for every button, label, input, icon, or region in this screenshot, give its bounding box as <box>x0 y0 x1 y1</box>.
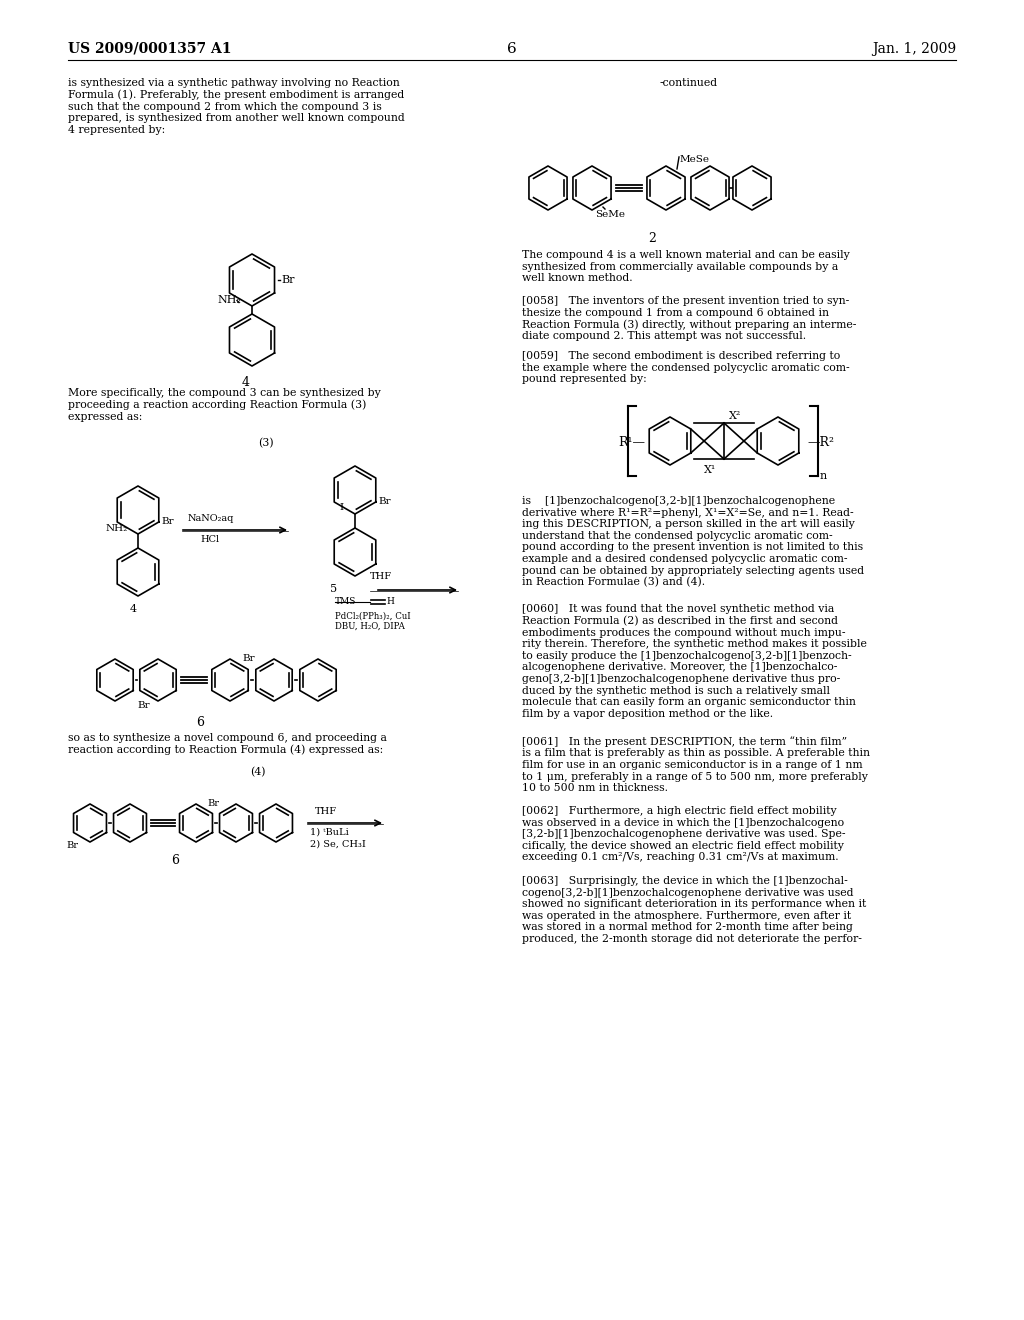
Text: [0061]   In the present DESCRIPTION, the term “thin film”
is a film that is pref: [0061] In the present DESCRIPTION, the t… <box>522 737 870 793</box>
Text: Br: Br <box>137 701 151 710</box>
Text: Br: Br <box>243 653 255 663</box>
Text: is synthesized via a synthetic pathway involving no Reaction
Formula (1). Prefer: is synthesized via a synthetic pathway i… <box>68 78 404 135</box>
Text: Br: Br <box>379 498 391 506</box>
Text: 4: 4 <box>130 605 137 614</box>
Text: n: n <box>820 471 827 480</box>
Text: The compound 4 is a well known material and can be easily
synthesized from comme: The compound 4 is a well known material … <box>522 249 850 284</box>
Text: NH₂: NH₂ <box>217 294 241 305</box>
Text: 6: 6 <box>507 42 517 55</box>
Text: (4): (4) <box>250 767 265 777</box>
Text: 6: 6 <box>171 854 179 867</box>
Text: 2) Se, CH₃I: 2) Se, CH₃I <box>310 840 366 849</box>
Text: [0063]   Surprisingly, the device in which the [1]benzochal-
cogeno[3,2-b][1]ben: [0063] Surprisingly, the device in which… <box>522 876 866 944</box>
Text: THF: THF <box>315 807 337 816</box>
Text: Br: Br <box>67 841 79 850</box>
Text: [0062]   Furthermore, a high electric field effect mobility
was observed in a de: [0062] Furthermore, a high electric fiel… <box>522 807 846 862</box>
Text: -continued: -continued <box>660 78 718 88</box>
Text: (3): (3) <box>258 438 273 449</box>
Text: 5: 5 <box>330 583 337 594</box>
Text: 4: 4 <box>242 376 250 389</box>
Text: —R²: —R² <box>807 436 834 449</box>
Text: I: I <box>339 503 343 512</box>
Text: 6: 6 <box>196 715 204 729</box>
Text: MeSe: MeSe <box>680 154 710 164</box>
Text: NH₂: NH₂ <box>106 524 128 533</box>
Text: so as to synthesize a novel compound 6, and proceeding a
reaction according to R: so as to synthesize a novel compound 6, … <box>68 733 387 755</box>
Text: DBU, H₂O, DIPA: DBU, H₂O, DIPA <box>335 622 404 631</box>
Text: Br: Br <box>281 275 295 285</box>
Text: SeMe: SeMe <box>595 210 625 219</box>
Text: X¹: X¹ <box>705 465 716 475</box>
Text: X²: X² <box>729 411 741 421</box>
Text: is    [1]benzochalcogeno[3,2-b][1]benzochalcogenophene
derivative where R¹=R²=ph: is [1]benzochalcogeno[3,2-b][1]benzochal… <box>522 496 864 587</box>
Text: [0060]   It was found that the novel synthetic method via
Reaction Formula (2) a: [0060] It was found that the novel synth… <box>522 605 867 719</box>
Text: NaNO₂aq: NaNO₂aq <box>188 513 234 523</box>
Text: 1) ᵗBuLi: 1) ᵗBuLi <box>310 828 349 837</box>
Text: US 2009/0001357 A1: US 2009/0001357 A1 <box>68 42 231 55</box>
Text: [0059]   The second embodiment is described referring to
the example where the c: [0059] The second embodiment is describe… <box>522 351 850 384</box>
Text: Jan. 1, 2009: Jan. 1, 2009 <box>871 42 956 55</box>
Text: THF: THF <box>370 572 392 581</box>
Text: R¹—: R¹— <box>618 436 645 449</box>
Text: [0058]   The inventors of the present invention tried to syn-
thesize the compou: [0058] The inventors of the present inve… <box>522 296 856 342</box>
Text: Br: Br <box>162 517 174 525</box>
Text: More specifically, the compound 3 can be synthesized by
proceeding a reaction ac: More specifically, the compound 3 can be… <box>68 388 381 422</box>
Text: TMS: TMS <box>335 597 356 606</box>
Text: H: H <box>386 597 394 606</box>
Text: PdCl₂(PPh₃)₂, CuI: PdCl₂(PPh₃)₂, CuI <box>335 612 411 620</box>
Text: HCl: HCl <box>200 535 219 544</box>
Text: 2: 2 <box>648 232 656 246</box>
Text: Br: Br <box>208 799 219 808</box>
